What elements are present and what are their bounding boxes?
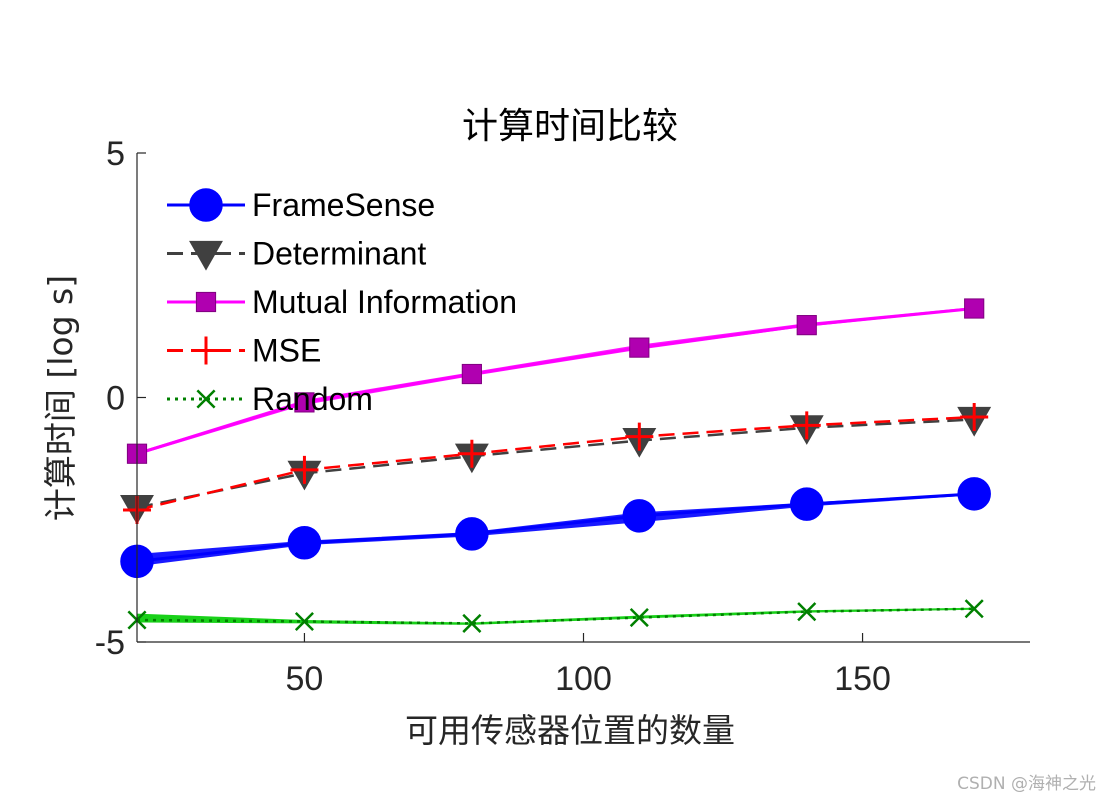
marker-mse (960, 403, 989, 432)
x-tick-label: 100 (555, 660, 612, 698)
legend-marker-determinant (189, 240, 223, 271)
line-mse (136, 415, 975, 512)
marker-framesense (790, 487, 824, 521)
watermark: CSDN @海神之光 (957, 774, 1096, 794)
marker-random (294, 611, 314, 631)
marker-mutual-information (796, 315, 817, 336)
chart-title: 计算时间比较 (462, 106, 678, 147)
marker-mse (792, 411, 821, 440)
legend-marker-random (196, 389, 216, 409)
legend-label-mutual-information: Mutual Information (252, 284, 517, 320)
marker-mutual-information (294, 392, 315, 413)
line-mutual-information (136, 307, 975, 456)
y-tick-label: 5 (106, 135, 125, 173)
line-determinant (136, 418, 975, 509)
marker-framesense (287, 525, 322, 560)
marker-mse (290, 455, 319, 484)
band-framesense (137, 492, 975, 567)
marker-random (797, 602, 817, 622)
marker-mutual-information (629, 337, 650, 358)
legend: FrameSense Determinant Mutual Information M… (167, 187, 517, 417)
marker-framesense (622, 499, 657, 533)
marker-mse (625, 422, 654, 451)
x-tick-label: 50 (286, 660, 324, 698)
legend-label-determinant: Determinant (252, 236, 426, 272)
marker-random (462, 613, 482, 633)
marker-random (964, 599, 984, 619)
band-random (137, 607, 975, 625)
y-axis-label: 计算时间 [log s] (41, 275, 80, 521)
x-axis-label: 可用传感器位置的数量 (405, 711, 735, 750)
marker-mutual-information (461, 363, 482, 385)
line-framesense (136, 492, 975, 563)
series-lines (136, 307, 975, 625)
legend-marker-mse (192, 336, 220, 365)
marker-random (629, 608, 649, 628)
line-random (136, 607, 975, 625)
marker-framesense (957, 477, 991, 511)
legend-marker-framesense (189, 188, 223, 222)
marker-mse (457, 439, 486, 468)
axes: 50 100 150 -5 0 5 (95, 135, 1030, 698)
legend-label-framesense: FrameSense (252, 187, 435, 223)
y-tick-label: -5 (95, 624, 125, 662)
x-tick-label: 150 (834, 660, 891, 698)
marker-framesense (455, 517, 489, 551)
legend-label-mse: MSE (252, 333, 321, 369)
y-tick-label: 0 (106, 380, 125, 418)
legend-label-random: Random (252, 381, 373, 417)
legend-marker-mutual-information (195, 291, 217, 313)
marker-mutual-information (964, 298, 985, 319)
